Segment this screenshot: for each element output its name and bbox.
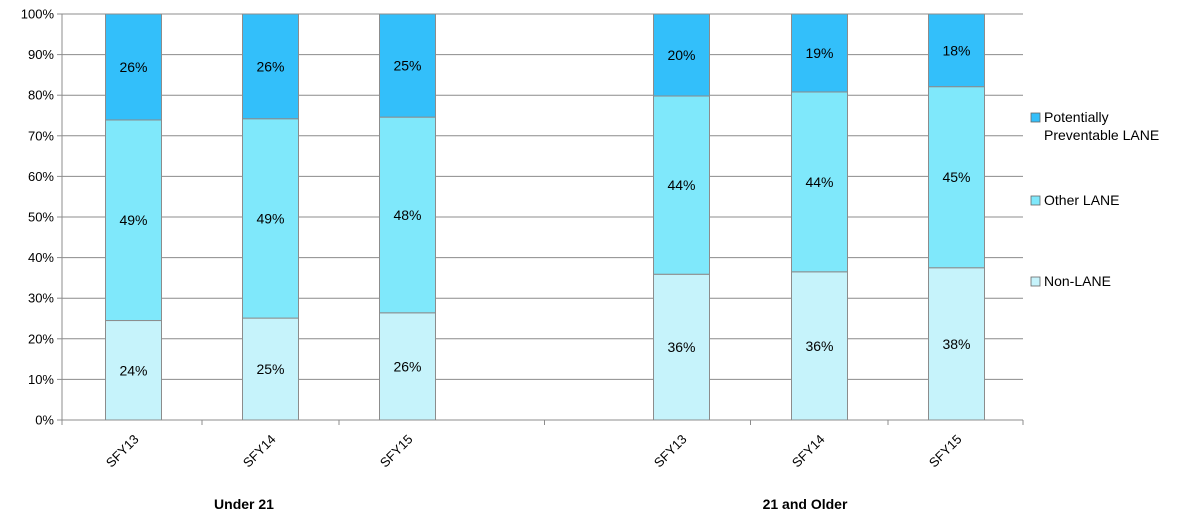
data-label: 44% bbox=[667, 177, 695, 193]
data-label: 18% bbox=[942, 42, 970, 58]
legend-swatch bbox=[1030, 276, 1041, 287]
bar-segment bbox=[379, 312, 436, 421]
data-label: 36% bbox=[667, 339, 695, 355]
data-label: 49% bbox=[256, 210, 284, 226]
bar-segment bbox=[928, 86, 985, 269]
bar-segment bbox=[928, 267, 985, 421]
y-tick-label: 80% bbox=[28, 88, 54, 103]
x-tick-label: SFY14 bbox=[789, 432, 828, 471]
data-label: 20% bbox=[667, 47, 695, 63]
x-tick-label: SFY15 bbox=[377, 432, 416, 471]
bar-segment bbox=[379, 13, 436, 118]
data-label: 44% bbox=[805, 174, 833, 190]
legend-swatch bbox=[1030, 195, 1041, 206]
y-tick-label: 60% bbox=[28, 169, 54, 184]
bar-segment bbox=[791, 91, 848, 273]
data-label: 36% bbox=[805, 338, 833, 354]
group-label: Under 21 bbox=[214, 496, 274, 512]
bar-segment bbox=[242, 118, 299, 319]
data-label: 49% bbox=[119, 212, 147, 228]
data-label: 25% bbox=[256, 361, 284, 377]
y-tick-label: 30% bbox=[28, 291, 54, 306]
data-label: 45% bbox=[942, 169, 970, 185]
x-tick-label: SFY14 bbox=[240, 432, 279, 471]
legend-swatch bbox=[1030, 112, 1041, 123]
legend-label: Preventable LANE bbox=[1044, 127, 1159, 143]
data-label: 26% bbox=[256, 58, 284, 74]
bar-segment bbox=[379, 116, 436, 314]
data-label: 48% bbox=[393, 207, 421, 223]
data-label: 25% bbox=[393, 58, 421, 74]
bar-segment bbox=[105, 119, 162, 322]
data-label: 38% bbox=[942, 336, 970, 352]
x-tick-label: SFY13 bbox=[103, 432, 142, 471]
bar-segment bbox=[105, 320, 162, 421]
legend-label: Potentially bbox=[1044, 109, 1109, 125]
bar-segment bbox=[653, 95, 710, 275]
bar-segment bbox=[653, 13, 710, 97]
bar-segment bbox=[653, 273, 710, 421]
bar-segment bbox=[928, 13, 985, 88]
y-tick-label: 70% bbox=[28, 128, 54, 143]
bar-segment bbox=[105, 13, 162, 121]
x-tick-label: SFY15 bbox=[926, 432, 965, 471]
bar-segment bbox=[242, 13, 299, 120]
y-tick-label: 40% bbox=[28, 250, 54, 265]
y-tick-label: 20% bbox=[28, 331, 54, 346]
y-tick-label: 90% bbox=[28, 47, 54, 62]
group-label: 21 and Older bbox=[763, 496, 848, 512]
legend-label: Non-LANE bbox=[1044, 273, 1111, 289]
data-label: 26% bbox=[393, 358, 421, 374]
data-label: 24% bbox=[119, 362, 147, 378]
data-label: 26% bbox=[119, 59, 147, 75]
legend-label: Other LANE bbox=[1044, 192, 1119, 208]
x-tick-label: SFY13 bbox=[651, 432, 690, 471]
y-tick-label: 0% bbox=[35, 413, 54, 428]
data-label: 19% bbox=[805, 45, 833, 61]
bar-segment bbox=[791, 271, 848, 421]
y-tick-label: 10% bbox=[28, 372, 54, 387]
bar-segment bbox=[791, 13, 848, 93]
y-tick-label: 100% bbox=[21, 7, 55, 22]
y-tick-label: 50% bbox=[28, 210, 54, 225]
bar-segment bbox=[242, 317, 299, 421]
